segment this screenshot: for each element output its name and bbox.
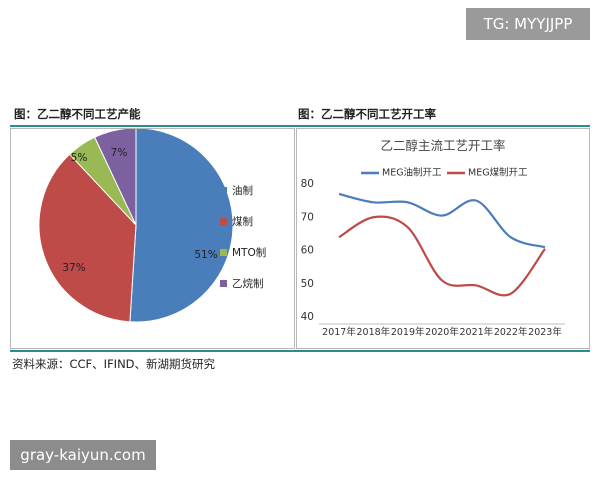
watermark-bottom: gray-kaiyun.com [10,440,156,470]
legend-label: 油制 [232,184,253,197]
y-tick-label: 80 [301,178,314,190]
right-figure-title: 图：乙二醇不同工艺开工率 [298,107,436,121]
pie-chart-panel: 51% 37% 5% 7% 油制煤制 MTO制乙烷制 [10,127,295,349]
pie-slice [129,127,234,323]
series-line [338,192,546,249]
pie-slice [38,153,137,323]
pie-data-label: 51% [194,249,217,261]
x-tick-label: 2020年 [425,326,459,338]
x-tick-label: 2017年 [322,326,356,338]
source-note: 资料来源：CCF、IFIND、新湖期货研究 [12,357,216,371]
legend-label: 煤制 [232,215,253,228]
legend-swatch [220,187,227,194]
pie-data-label: 37% [62,262,85,274]
y-tick-label: 60 [301,245,314,257]
pie-data-label: 5% [71,152,88,164]
x-tick-label: 2022年 [494,326,528,338]
line-chart-panel: 乙二醇主流工艺开工率 MEG油制开工 MEG煤制开工 40 50 60 70 80 2017年 2… [296,128,590,349]
series-line [338,215,546,297]
y-tick-label: 50 [301,278,314,290]
x-tick-label: 2021年 [459,326,493,338]
legend-label: MEG油制开工 [382,167,442,179]
y-tick-label: 40 [301,311,314,323]
legend-swatch [220,218,227,225]
pie-data-label: 7% [111,147,128,159]
legend-label: MEG煤制开工 [468,167,528,179]
x-tick-label: 2023年 [528,326,562,338]
x-tick-label: 2018年 [356,326,390,338]
x-tick-label: 2019年 [391,326,425,338]
legend-swatch [220,249,227,256]
bottom-divider [10,350,590,352]
legend-label: MTO制 [232,246,266,259]
legend-label: 乙烷制 [232,277,264,290]
left-figure-title: 图：乙二醇不同工艺产能 [14,107,141,121]
line-chart-title: 乙二醇主流工艺开工率 [380,138,505,153]
legend-swatch [220,280,227,287]
y-tick-label: 70 [301,211,314,223]
top-divider [10,125,590,127]
watermark-top: TG: MYYJJPP [466,8,590,40]
